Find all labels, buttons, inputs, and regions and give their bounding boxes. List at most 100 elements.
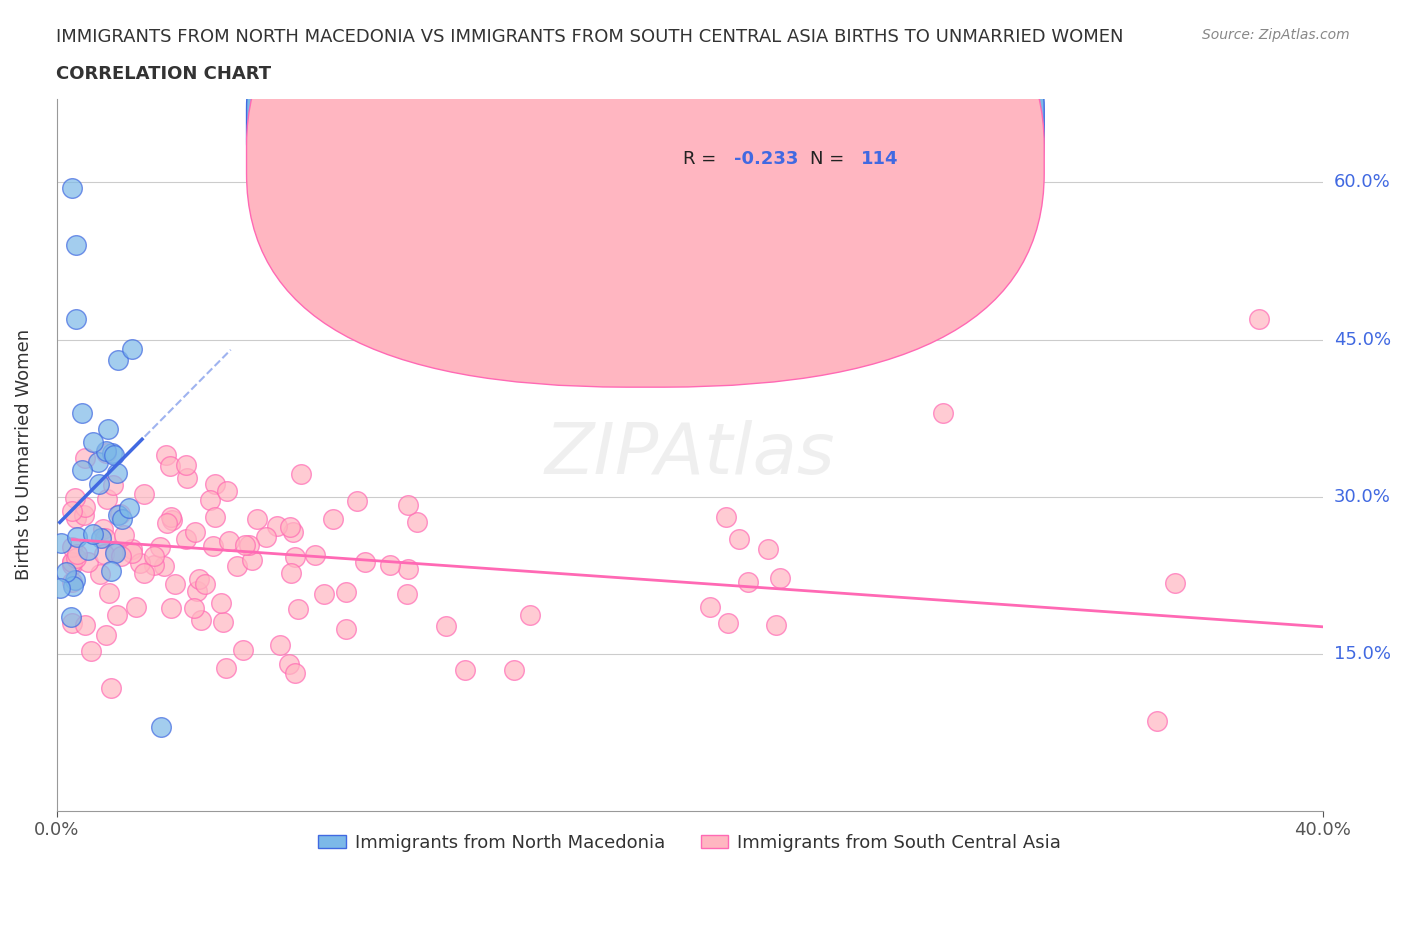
Point [165, 577, 187, 591]
Point [65, 511, 87, 525]
Point [284, 666, 307, 681]
Point [55, 565, 77, 579]
Point [75, 499, 97, 514]
Point [159, 458, 181, 473]
Point [94, 530, 117, 545]
Point [62, 180, 84, 195]
Point [280, 565, 302, 580]
Point [103, 447, 125, 462]
Point [100, 681, 122, 696]
Point [1146, 713, 1168, 728]
Point [184, 525, 207, 539]
Point [769, 570, 792, 585]
Point [278, 657, 301, 671]
Point [246, 512, 269, 526]
Point [110, 512, 132, 526]
Text: CORRELATION CHART: CORRELATION CHART [56, 65, 271, 83]
Point [266, 519, 288, 534]
Point [110, 549, 132, 564]
Point [100, 564, 122, 578]
Point [699, 600, 721, 615]
Point [105, 607, 128, 622]
Point [281, 525, 304, 539]
Point [96, 628, 118, 643]
Point [107, 508, 129, 523]
Point [176, 471, 198, 485]
Point [82, 435, 104, 450]
Point [278, 519, 301, 534]
Text: 45.0%: 45.0% [1334, 330, 1391, 349]
Text: ZIPAtlas: ZIPAtlas [544, 420, 835, 489]
Point [233, 538, 256, 552]
Point [101, 477, 124, 492]
Point [212, 615, 235, 630]
Point [101, 446, 124, 461]
Point [218, 534, 240, 549]
Point [380, 558, 402, 573]
Point [62, 539, 84, 554]
Point [322, 512, 344, 526]
Point [519, 608, 541, 623]
Point [94, 445, 117, 460]
Point [51, 536, 73, 551]
Point [714, 510, 737, 525]
Point [335, 584, 357, 599]
Point [104, 545, 127, 560]
Text: 30: 30 [860, 114, 886, 133]
Point [1164, 576, 1187, 591]
Point [1249, 312, 1271, 326]
Point [160, 600, 183, 615]
Point [932, 405, 955, 420]
Point [63, 572, 86, 587]
Point [59, 609, 82, 624]
Point [201, 538, 224, 553]
Point [240, 552, 263, 567]
Point [66, 547, 89, 562]
Point [186, 584, 208, 599]
Point [396, 587, 419, 602]
Point [65, 551, 87, 565]
Point [204, 477, 226, 492]
Point [728, 532, 751, 547]
Point [62, 575, 84, 590]
Point [107, 353, 129, 368]
Point [62, 616, 84, 631]
Point [98, 586, 121, 601]
Point [269, 638, 291, 653]
Point [174, 531, 197, 546]
Point [76, 555, 98, 570]
Point [66, 529, 89, 544]
Point [143, 549, 166, 564]
Point [70, 463, 93, 478]
Point [49, 580, 72, 595]
Point [108, 506, 131, 521]
Point [238, 538, 260, 552]
Text: -0.233: -0.233 [734, 151, 799, 168]
Point [756, 541, 779, 556]
Point [150, 720, 173, 735]
Text: 0.285: 0.285 [734, 114, 792, 133]
Text: 114: 114 [860, 151, 898, 168]
Point [125, 599, 148, 614]
Text: N =: N = [810, 114, 851, 133]
Legend: Immigrants from North Macedonia, Immigrants from South Central Asia: Immigrants from North Macedonia, Immigra… [311, 827, 1069, 859]
Point [406, 515, 429, 530]
Point [346, 493, 368, 508]
Point [765, 618, 787, 632]
Y-axis label: Births to Unmarried Women: Births to Unmarried Women [15, 329, 32, 580]
Text: N =: N = [810, 151, 851, 168]
FancyBboxPatch shape [600, 91, 956, 192]
Point [62, 554, 84, 569]
Point [304, 548, 326, 563]
Point [254, 529, 277, 544]
Point [232, 642, 254, 657]
Text: IMMIGRANTS FROM NORTH MACEDONIA VS IMMIGRANTS FROM SOUTH CENTRAL ASIA BIRTHS TO : IMMIGRANTS FROM NORTH MACEDONIA VS IMMIG… [56, 28, 1123, 46]
Point [204, 510, 226, 525]
Point [82, 526, 104, 541]
Text: R =: R = [683, 114, 723, 133]
Point [70, 405, 93, 420]
Point [361, 238, 384, 253]
Point [96, 444, 118, 458]
Point [87, 477, 110, 492]
FancyBboxPatch shape [246, 0, 1045, 352]
